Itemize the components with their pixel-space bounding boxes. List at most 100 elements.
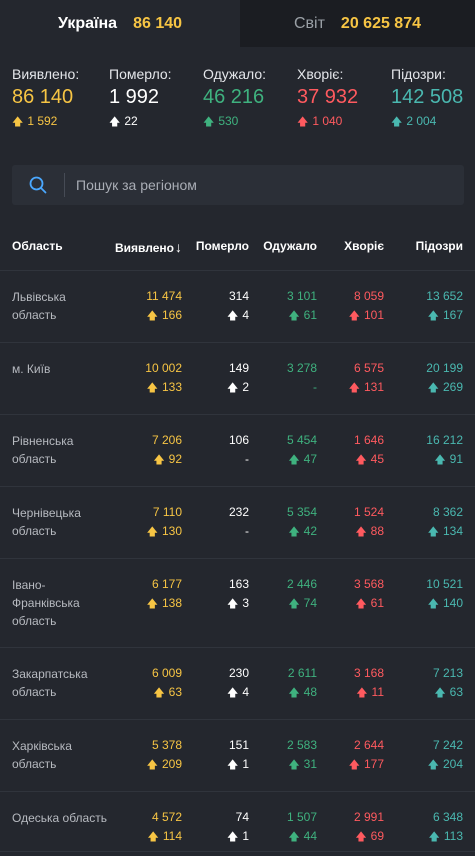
detected-change: 🡅 209 (147, 756, 182, 773)
sick-change: 🡅 69 (354, 828, 384, 845)
arrow-up-icon: 🡅 (146, 382, 158, 394)
detected-value: 7 206 (151, 433, 182, 447)
stat-detected-label: Виявлено: (12, 66, 80, 82)
header-suspected[interactable]: Підозри (415, 239, 463, 253)
tab-ukraine[interactable]: Україна 86 140 (0, 0, 240, 47)
stat-recovered-value: 46 216 (203, 86, 265, 108)
cell-died: 314 🡅 4 (227, 288, 249, 324)
search-icon[interactable] (12, 176, 64, 194)
arrow-up-icon: 🡅 (288, 598, 300, 610)
recovered-value: 2 446 (286, 577, 317, 591)
arrow-up-icon: 🡅 (147, 831, 159, 843)
recovered-change-value: - (313, 380, 317, 394)
header-region: Область (12, 239, 63, 253)
died-value: 232 (228, 505, 249, 519)
sort-arrow-icon: ↓ (175, 239, 182, 255)
table-row[interactable]: м. Київ 10 002 🡅 133 149 🡅 2 3 278-6 575 🡅 131 20 … (0, 343, 475, 415)
arrow-up-icon: 🡅 (348, 759, 360, 771)
died-value: 314 (228, 289, 249, 303)
detected-change-value: 166 (161, 308, 182, 322)
tab-world[interactable]: Світ 20 625 874 (240, 0, 475, 47)
suspected-value: 6 348 (432, 810, 463, 824)
sick-value: 2 644 (353, 738, 384, 752)
arrow-up-icon: 🡅 (434, 687, 446, 699)
stat-sick-label: Хворіє: (297, 66, 344, 82)
table-row[interactable]: Харківська область 5 378 🡅 209 151 🡅 1 2 583 🡅 31… (0, 720, 475, 792)
detected-change-value: 138 (161, 596, 182, 610)
arrow-up-icon: 🡅 (227, 831, 239, 843)
stat-recovered-change-value: 530 (218, 114, 239, 128)
died-change: 🡅 4 (227, 684, 249, 701)
header-recovered[interactable]: Одужало (263, 239, 317, 253)
detected-value: 10 002 (145, 361, 182, 375)
cell-recovered: 3 278 - (287, 360, 317, 395)
suspected-change-value: 134 (442, 524, 463, 538)
stat-suspected: Підозри: 142 508 🡅 2 004 (391, 66, 463, 129)
header-detected[interactable]: Виявлено↓ (115, 239, 182, 255)
cell-sick: 1 646 🡅 45 (354, 432, 384, 468)
suspected-change: 🡅 167 (426, 307, 463, 324)
cell-recovered: 3 101 🡅 61 (287, 288, 317, 324)
sick-change-value: 101 (363, 308, 384, 322)
header-died[interactable]: Померло (195, 239, 249, 253)
recovered-value: 2 583 (286, 738, 317, 752)
stat-sick-change: 🡅 1 040 (297, 114, 358, 129)
table-row[interactable]: Львівська область 11 474 🡅 166 314 🡅 4 3 101 🡅 61… (0, 271, 475, 343)
tab-world-label: Світ (293, 14, 325, 32)
search-input[interactable] (65, 177, 445, 193)
cell-died: 163 🡅 3 (227, 576, 249, 612)
cell-detected: 6 177 🡅 138 (147, 576, 182, 612)
died-change-value: 1 (242, 829, 249, 843)
suspected-change-value: 113 (443, 829, 463, 843)
recovered-change-value: 74 (303, 596, 317, 610)
suspected-change: 🡅 269 (426, 379, 463, 396)
recovered-value: 5 354 (286, 505, 317, 519)
cell-sick: 8 059 🡅 101 (349, 288, 384, 324)
cell-sick: 2 991 🡅 69 (354, 809, 384, 845)
suspected-change: 🡅 134 (428, 523, 463, 540)
search-divider (64, 173, 65, 197)
arrow-up-icon: 🡅 (355, 454, 367, 466)
stat-recovered: Одужало: 46 216 🡅 530 (203, 66, 266, 129)
sick-change-value: 69 (370, 829, 384, 843)
table-row[interactable]: Івано-Франківська область 6 177 🡅 138 163 🡅 3 2… (0, 559, 475, 648)
sick-change-value: 131 (363, 380, 384, 394)
cell-recovered: 5 354 🡅 42 (287, 504, 317, 540)
cell-detected: 11 474 🡅 166 (146, 288, 182, 324)
suspected-change: 🡅 63 (433, 684, 463, 701)
stat-died-change-value: 22 (124, 114, 138, 128)
cell-suspected: 13 652 🡅 167 (426, 288, 463, 324)
search-bar (12, 165, 464, 205)
stat-suspected-change: 🡅 2 004 (391, 114, 463, 129)
died-change: - (229, 523, 249, 539)
table-row[interactable]: Чернівецька область 7 110 🡅 130 232-5 354 🡅 42… (0, 487, 475, 559)
sick-change: 🡅 101 (349, 307, 384, 324)
died-change-value: 2 (242, 380, 249, 394)
sick-change: 🡅 11 (354, 684, 384, 701)
died-value: 230 (228, 666, 249, 680)
table-row[interactable]: Одеська область 4 572 🡅 114 74 🡅 1 1 507 🡅 44 2 99… (0, 792, 475, 852)
died-value: 106 (228, 433, 249, 447)
sick-change: 🡅 88 (354, 523, 384, 540)
arrow-up-icon: 🡅 (355, 831, 367, 843)
region-name: м. Київ (12, 362, 51, 376)
table-row[interactable]: Закарпатська область 6 009 🡅 63 230 🡅 4 2 611 🡅 4… (0, 648, 475, 720)
region-name: Закарпатська область (12, 667, 88, 699)
header-sick[interactable]: Хворіє (344, 239, 384, 253)
died-change-value: 1 (242, 757, 249, 771)
table-row[interactable]: Рівненська область 7 206 🡅 92 106-5 454 🡅 47 1 … (0, 415, 475, 487)
died-change-value: 3 (242, 596, 249, 610)
cell-died: 230 🡅 4 (227, 665, 249, 701)
arrow-up-icon: 🡅 (391, 116, 403, 128)
recovered-change-value: 47 (303, 452, 317, 466)
detected-value: 6 177 (151, 577, 182, 591)
arrow-up-icon: 🡅 (227, 687, 239, 699)
stat-sick-value: 37 932 (297, 86, 359, 108)
arrow-up-icon: 🡅 (434, 454, 446, 466)
suspected-change-value: 204 (442, 757, 463, 771)
stat-suspected-label: Підозри: (391, 66, 446, 82)
detected-change: 🡅 138 (147, 595, 182, 612)
stat-recovered-change: 🡅 530 (203, 114, 266, 129)
regions-table: Область Виявлено↓ Померло Одужало Хворіє… (0, 222, 475, 852)
cell-detected: 5 378 🡅 209 (147, 737, 182, 773)
